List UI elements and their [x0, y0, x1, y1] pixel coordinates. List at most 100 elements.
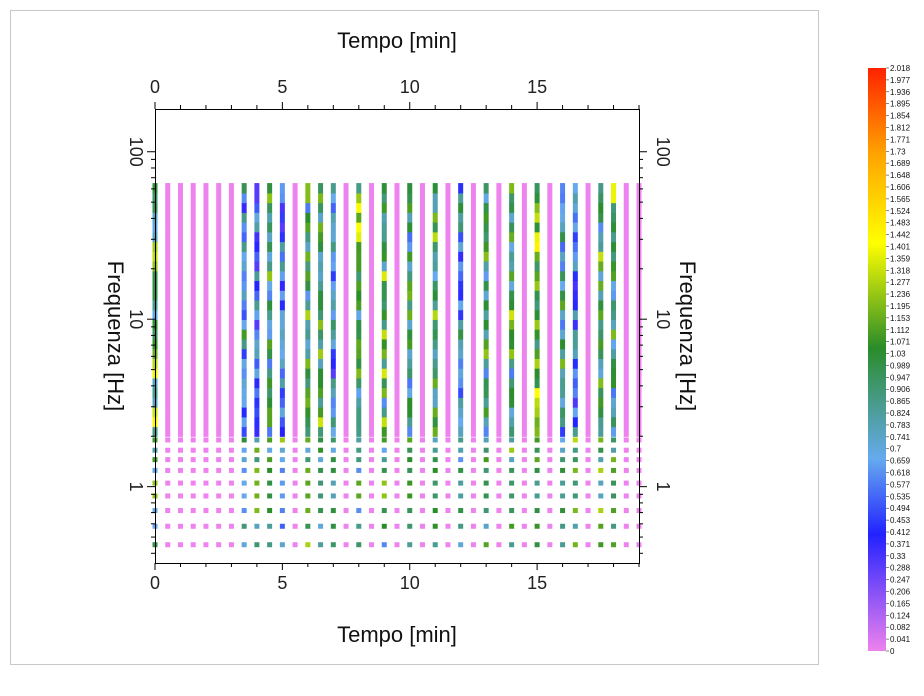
heatmap-cell — [419, 251, 425, 262]
heatmap-cell — [470, 467, 476, 473]
heatmap-cell — [241, 368, 247, 379]
heatmap-cell — [203, 416, 209, 428]
heatmap-cell — [190, 493, 196, 499]
heatmap-cell — [318, 426, 324, 437]
heatmap-cell — [241, 241, 247, 252]
heatmap-cell — [292, 251, 298, 262]
heatmap-cell — [483, 467, 489, 473]
heatmap-cell — [241, 290, 247, 301]
heatmap-cell — [509, 280, 515, 291]
heatmap-cell — [521, 457, 527, 463]
heatmap-cell — [203, 222, 209, 233]
heatmap-cell — [445, 183, 451, 194]
heatmap-cell — [496, 387, 502, 398]
heatmap-cell — [254, 358, 260, 369]
heatmap-cell — [521, 309, 527, 320]
heatmap-cell — [254, 280, 260, 291]
heatmap-cell — [611, 457, 617, 463]
heatmap-cell — [419, 480, 425, 486]
heatmap-cell — [458, 377, 464, 389]
heatmap-cell — [572, 493, 578, 499]
heatmap-cell — [534, 192, 540, 204]
heatmap-cell — [394, 192, 400, 204]
heatmap-cell — [356, 280, 362, 291]
heatmap-cell — [394, 426, 400, 437]
heatmap-cell — [177, 241, 183, 252]
heatmap-cell — [279, 397, 285, 408]
heatmap-cell — [228, 290, 234, 301]
heatmap-cell — [330, 183, 336, 194]
heatmap-cell — [165, 299, 171, 311]
heatmap-cell — [560, 387, 566, 398]
plot-frame — [155, 109, 640, 564]
heatmap-column — [381, 183, 387, 548]
heatmap-cell — [534, 231, 540, 243]
heatmap-cell — [292, 260, 298, 272]
heatmap-cell — [432, 212, 438, 223]
heatmap-cell — [190, 299, 196, 311]
heatmap-cell — [318, 368, 324, 379]
heatmap-cell — [203, 280, 209, 291]
heatmap-cell — [203, 231, 209, 243]
heatmap-cell — [241, 426, 247, 437]
heatmap-cell — [267, 377, 273, 389]
color-scale-tick-label: 1.524 — [890, 207, 911, 216]
heatmap-cell — [572, 387, 578, 398]
heatmap-cell — [547, 397, 553, 408]
heatmap-cell — [216, 192, 222, 204]
heatmap-cell — [267, 183, 273, 194]
heatmap-cell — [458, 192, 464, 204]
heatmap-cell — [407, 280, 413, 291]
heatmap-cell — [419, 270, 425, 282]
heatmap-cell — [419, 280, 425, 291]
heatmap-cell — [305, 348, 311, 359]
heatmap-cell — [598, 358, 604, 369]
heatmap-cell — [598, 397, 604, 408]
heatmap-cell — [407, 241, 413, 252]
heatmap-cell — [623, 348, 629, 359]
heatmap-cell — [534, 309, 540, 320]
heatmap-cell — [496, 508, 502, 514]
heatmap-cell — [509, 358, 515, 369]
heatmap-cell — [228, 299, 234, 311]
heatmap-cell — [165, 270, 171, 282]
heatmap-cell — [292, 299, 298, 311]
heatmap-cell — [534, 329, 540, 340]
heatmap-cell — [572, 329, 578, 340]
heatmap-cell — [292, 319, 298, 330]
heatmap-cell — [394, 377, 400, 389]
heatmap-cell — [560, 222, 566, 233]
heatmap-cell — [521, 202, 527, 213]
heatmap-cell — [228, 270, 234, 282]
heatmap-cell — [407, 329, 413, 340]
color-scale-tick-label: 0.577 — [890, 480, 911, 489]
heatmap-cell — [394, 241, 400, 252]
heatmap-cell — [585, 270, 591, 282]
x-tick-label-bottom: 0 — [150, 573, 160, 593]
heatmap-cell — [509, 508, 515, 514]
heatmap-cell — [356, 397, 362, 408]
heatmap-cell — [547, 407, 553, 418]
heatmap-cell — [369, 299, 375, 311]
heatmap-cell — [432, 270, 438, 282]
heatmap-cell — [458, 270, 464, 282]
heatmap-cell — [165, 416, 171, 428]
heatmap-cell — [458, 348, 464, 359]
heatmap-cell — [318, 358, 324, 369]
heatmap-cell — [254, 368, 260, 379]
heatmap-cell — [190, 192, 196, 204]
heatmap-cell — [560, 231, 566, 243]
heatmap-cell — [228, 241, 234, 252]
heatmap-cell — [203, 338, 209, 350]
color-scale-tick-label: 0.371 — [890, 540, 911, 549]
heatmap-cell — [547, 480, 553, 486]
heatmap-cell — [483, 523, 489, 529]
heatmap-cell — [190, 467, 196, 473]
heatmap-cell — [509, 309, 515, 320]
color-scale-tick-label: 1.071 — [890, 338, 911, 347]
heatmap-cell — [369, 212, 375, 223]
heatmap-cell — [509, 183, 515, 194]
heatmap-cell — [419, 467, 425, 473]
color-scale-tick-label: 1.03 — [890, 350, 906, 359]
heatmap-cell — [216, 523, 222, 529]
